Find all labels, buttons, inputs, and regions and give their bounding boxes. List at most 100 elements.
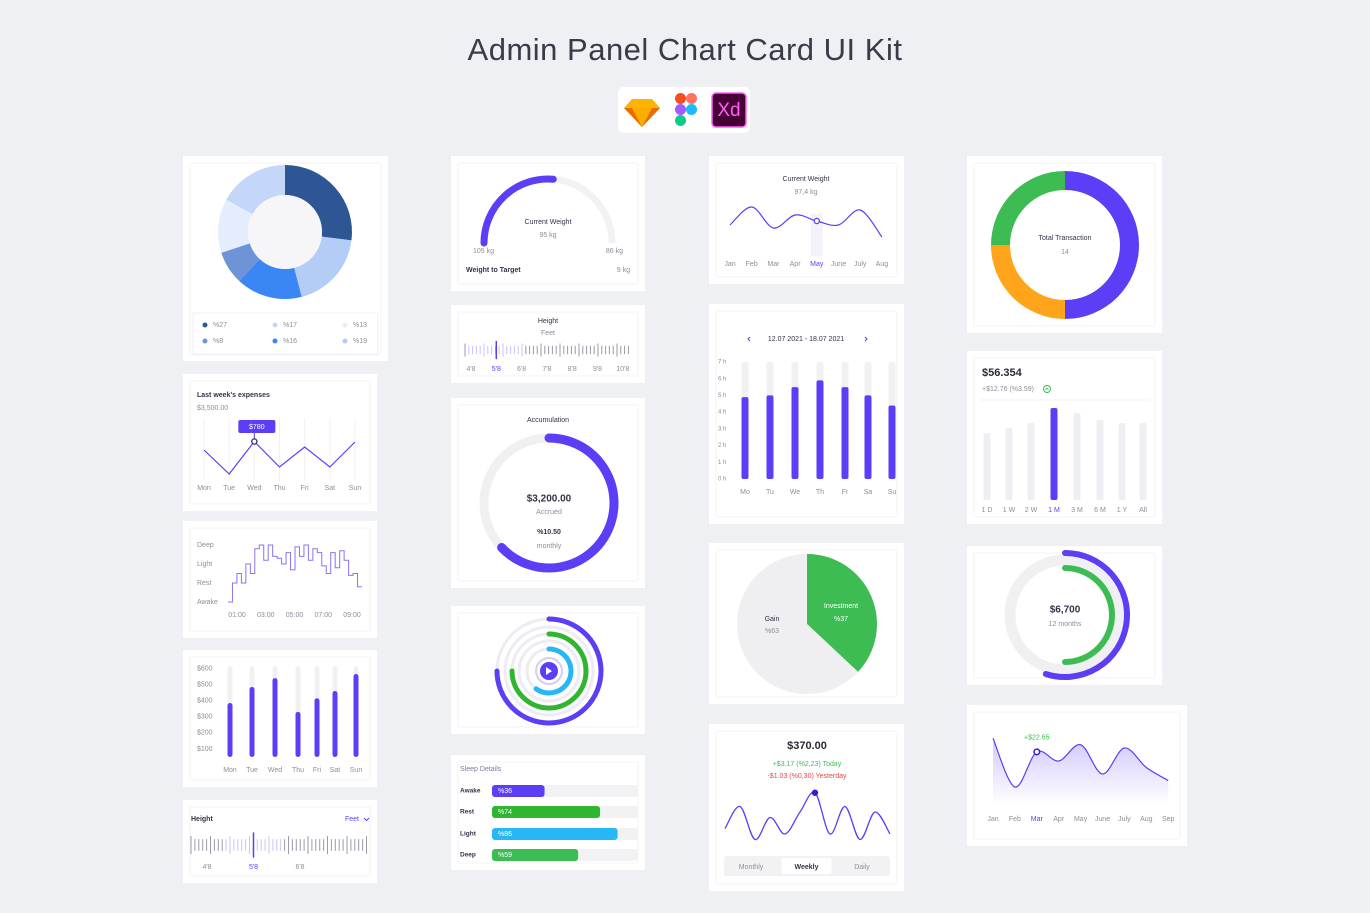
ring-track [1004,554,1126,676]
bar [295,711,301,757]
y-tick-label: 2 h [718,443,726,449]
legend-dot [202,338,208,344]
ruler-label: 6'8 [295,864,304,871]
x-tick-label: Wed [247,485,261,492]
x-tick-label: Sat [325,485,336,492]
legend-label: %13 [353,322,367,329]
card [709,156,904,284]
price: $56.354 [982,367,1023,379]
ring-track [517,639,581,703]
donut-segment [221,243,260,281]
highlight-point [811,789,819,796]
row-label: Light [460,831,477,838]
xd-icon-label: Xd [717,100,740,121]
play-icon [546,667,552,675]
y-tick-label: $200 [197,730,213,737]
bar [888,405,896,479]
x-tick-label: We [790,489,800,496]
date-range: 12.07 2021 - 18.07 2021 [768,336,844,343]
up-icon-arrow [1045,387,1049,391]
y-tick-label: 7 h [718,360,726,366]
card-title: Current Weight [783,176,830,183]
up-icon [1043,385,1051,393]
x-tick-label: Sun [350,767,363,774]
x-tick-label: Apr [1053,816,1065,823]
ruler-label: 6'8 [517,366,526,373]
change-today: +$3.17 (%2,23) Today [773,761,842,768]
bar-label: %36 [498,788,512,795]
slice-value: %63 [765,628,779,635]
line [203,440,356,475]
tab[interactable]: Weekly [795,864,819,871]
y-tick-label: Light [197,561,212,568]
bar [1118,423,1126,500]
x-tick-label: Tue [246,767,258,774]
bar [1050,408,1058,500]
gauge-value: 95 kg [539,232,556,239]
tooltip-label: +$22.65 [1024,735,1050,742]
tooltip-label: $780 [249,424,265,431]
pie-slice [807,554,877,672]
bar [492,806,601,818]
highlight-point [251,438,258,445]
x-tick-label: Feb [1009,816,1021,823]
x-tick-label: 03:00 [257,612,275,619]
donut-segment [285,165,352,241]
card-title: Accumulation [527,417,569,424]
legend-dot [272,322,278,328]
y-tick-label: Rest [197,580,211,587]
bar [249,686,255,757]
y-tick-label: 0 h [718,477,726,483]
amount: $3,200.00 [527,494,572,505]
card [183,521,377,638]
card-inner [457,311,639,377]
card-value: 97,4 kg [795,189,818,196]
y-tick-label: Awake [197,599,218,606]
x-tick-label: Sun [349,485,362,492]
donut-segment [294,236,352,297]
tab[interactable]: Daily [854,864,870,871]
ring-progress [497,433,619,573]
donut-title: Total Transaction [1039,235,1092,242]
card-subtitle: $3,500.00 [197,405,228,412]
card-inner [973,162,1156,327]
x-tick-label: 2 W [1025,507,1038,514]
ruler-label: 7'8 [542,366,551,373]
bar [492,785,545,797]
x-tick-label: 1 W [1003,507,1016,514]
bar [353,674,359,757]
donut-segment [226,165,285,215]
card-inner [715,730,898,885]
card-inner [457,404,639,582]
y-tick-label: 4 h [718,410,726,416]
tab-selected [781,858,832,874]
ring-progress [1042,550,1130,680]
x-tick-label: All [1139,507,1147,514]
bar [1073,413,1081,500]
sketch-icon [624,99,660,127]
bar [864,395,872,479]
line [992,738,1169,788]
target-value: 9 kg [617,267,630,274]
x-tick-label: Aug [876,261,889,268]
x-tick-label: Tu [766,489,774,496]
card-inner [189,527,371,632]
tab[interactable]: Monthly [739,864,764,871]
x-tick-label: 07:00 [314,612,332,619]
prev-arrow [747,336,751,342]
x-tick-label: Thu [273,485,285,492]
donut-hole [248,195,322,269]
y-tick-label: $100 [197,746,213,753]
x-tick-label: Fr [842,489,849,496]
x-tick-label: Tue [223,485,235,492]
highlight-point [1033,748,1041,756]
rate: %10.50 [537,529,561,536]
legend-label: %19 [353,338,367,345]
unit-label: Feet [541,330,555,337]
bar [791,387,799,479]
x-tick-label: Thu [292,767,304,774]
card-inner [973,711,1181,840]
ruler-label: 10'8 [616,366,629,373]
bar [841,387,849,479]
